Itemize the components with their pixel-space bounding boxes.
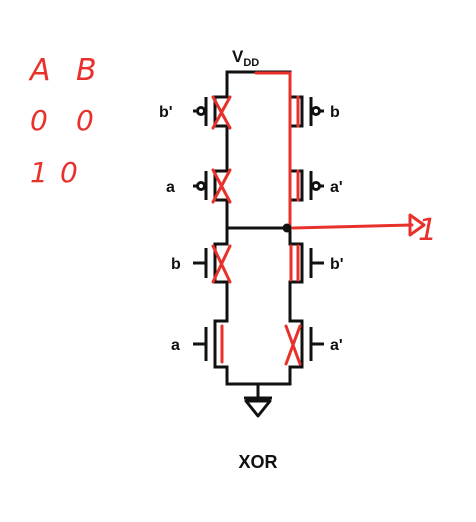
truth-table-header-b: B xyxy=(76,53,97,88)
vdd-label-sub: DD xyxy=(243,57,259,69)
left-pulldown-wire xyxy=(213,226,229,386)
diagram-title: XOR xyxy=(238,452,277,472)
right-pulldown-wire xyxy=(288,226,304,386)
transistor-right-3 xyxy=(309,248,324,278)
off-mark-right-4-icon xyxy=(284,324,302,366)
label-right-3: b' xyxy=(330,256,344,273)
vdd-label-main: V xyxy=(232,47,244,66)
off-mark-left-3-icon xyxy=(211,244,232,284)
transistor-right-4 xyxy=(309,327,324,361)
label-left-4: a xyxy=(171,337,180,354)
transistor-right-2 xyxy=(309,171,324,200)
truth-table-row1-a: 0 xyxy=(30,104,48,137)
label-right-4: a' xyxy=(330,337,343,354)
transistor-left-4 xyxy=(193,327,208,361)
truth-table: A B 0 0 1 0 xyxy=(28,53,97,189)
label-right-2: a' xyxy=(330,179,343,196)
transistor-right-1 xyxy=(309,97,324,126)
off-mark-left-1-icon xyxy=(211,95,232,130)
label-right-1: b xyxy=(330,104,340,121)
truth-table-row1-b: 0 xyxy=(76,104,94,137)
transistor-left-1 xyxy=(193,97,208,126)
svg-text:VDD: VDD xyxy=(232,47,259,69)
ground-icon xyxy=(244,396,272,418)
output-arrow-icon xyxy=(408,213,426,237)
output-node-dot xyxy=(282,223,292,233)
truth-table-row2-a: 1 xyxy=(30,156,48,189)
label-left-2: a xyxy=(166,179,175,196)
red-annotation-path xyxy=(220,71,414,364)
label-left-1: b' xyxy=(159,104,173,121)
vdd-label: VDD xyxy=(232,47,259,69)
output-value: 1 xyxy=(418,213,437,248)
truth-table-header-a: A xyxy=(28,53,51,88)
truth-table-row2-b: 0 xyxy=(60,156,78,189)
transistor-left-2 xyxy=(193,171,208,200)
left-pullup-wire xyxy=(213,70,229,230)
transistor-left-3 xyxy=(193,248,208,278)
off-mark-left-2-icon xyxy=(211,168,232,204)
label-left-3: b xyxy=(171,256,181,273)
right-pullup-wire xyxy=(288,70,304,230)
